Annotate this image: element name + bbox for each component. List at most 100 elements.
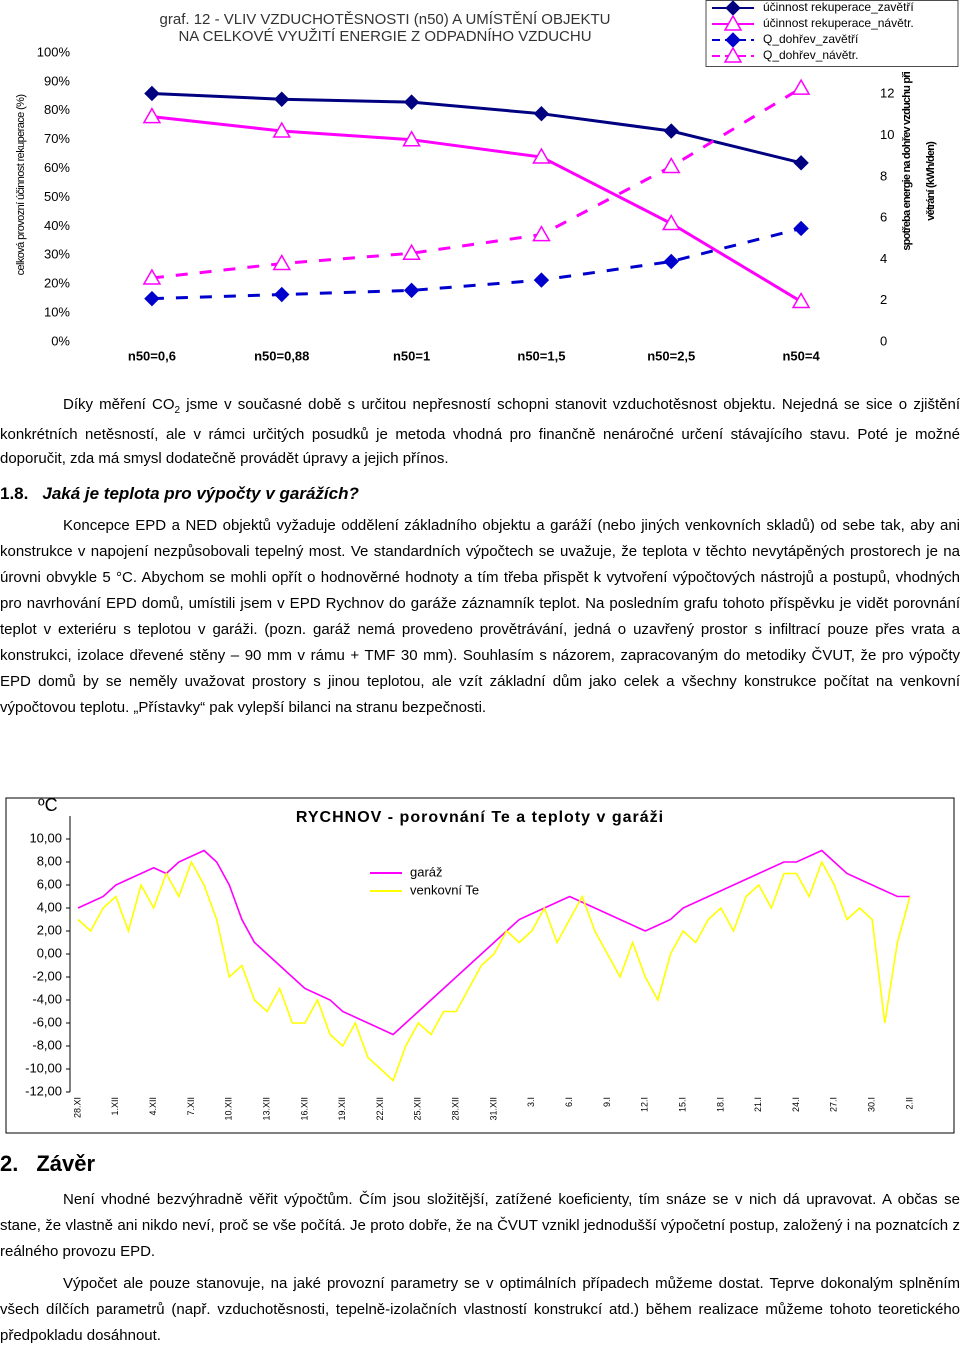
x-tick-label: n50=1 bbox=[393, 348, 430, 363]
text: jsme v současné době s určitou nepřesnos… bbox=[0, 396, 960, 467]
y2-tick-label: 8 bbox=[880, 168, 887, 183]
x-tick-label: n50=0,6 bbox=[128, 348, 176, 363]
y2-tick-label: 2 bbox=[880, 292, 887, 307]
series-line bbox=[151, 115, 802, 303]
legend-label: účinnost rekuperace_návětr. bbox=[763, 16, 914, 30]
series-line bbox=[151, 227, 802, 301]
marker bbox=[144, 85, 160, 102]
y-tick-label: 0,00 bbox=[37, 945, 62, 960]
paragraph: Výpočet ale pouze stanovuje, na jaké pro… bbox=[0, 1275, 960, 1344]
x-tick-label: 19.XII bbox=[337, 1097, 347, 1121]
legend-label: venkovní Te bbox=[410, 882, 479, 897]
y-tick-label: -2,00 bbox=[32, 968, 62, 983]
y-tick-label: 10% bbox=[44, 305, 70, 320]
legend-label: Q_dohřev_návětr. bbox=[763, 48, 858, 62]
marker bbox=[274, 286, 290, 303]
x-tick-label: n50=0,88 bbox=[254, 348, 309, 363]
y2-axis-label: spotřeba energie na dohřev vzduchu při bbox=[901, 71, 913, 250]
chart-title: NA CELKOVÉ VYUŽITÍ ENERGIE Z ODPADNÍHO V… bbox=[178, 28, 591, 45]
subscript: 2 bbox=[174, 405, 181, 416]
heading-title: Jaká je teplota pro výpočty v garážích? bbox=[42, 484, 359, 503]
y-axis-label: celková provozní účinnost rekuperace (%) bbox=[15, 95, 27, 276]
y2-tick-label: 0 bbox=[880, 333, 887, 348]
y-tick-label: 4,00 bbox=[37, 899, 62, 914]
chart-temperature: RYCHNOV - porovnání Te a teploty v garáž… bbox=[5, 795, 955, 1134]
x-tick-label: 30.I bbox=[867, 1097, 877, 1112]
x-tick-label: 6.I bbox=[564, 1097, 574, 1107]
heading-title: Závěr bbox=[36, 1151, 96, 1176]
y-tick-label: -4,00 bbox=[32, 991, 62, 1006]
x-tick-label: n50=2,5 bbox=[647, 348, 695, 363]
x-tick-label: n50=4 bbox=[782, 348, 820, 363]
y-tick-label: 40% bbox=[44, 218, 70, 233]
marker bbox=[402, 130, 421, 147]
marker bbox=[403, 282, 420, 299]
chart-title: RYCHNOV - porovnání Te a teploty v garáž… bbox=[296, 809, 664, 826]
y-tick-label: 30% bbox=[44, 247, 70, 262]
x-tick-label: 18.I bbox=[715, 1097, 725, 1112]
marker bbox=[272, 121, 292, 138]
x-tick-label: 2.II bbox=[904, 1097, 914, 1110]
legend-label: garáž bbox=[410, 864, 443, 879]
y2-axis-label: větrání (kWh/den) bbox=[925, 141, 937, 221]
x-tick-label: 15.I bbox=[677, 1097, 687, 1112]
marker bbox=[791, 292, 811, 309]
marker bbox=[793, 220, 809, 237]
x-tick-label: 10.XII bbox=[224, 1097, 234, 1121]
marker bbox=[144, 290, 160, 307]
x-tick-label: 21.I bbox=[753, 1097, 763, 1112]
marker bbox=[791, 78, 811, 95]
x-tick-label: 1.XII bbox=[110, 1097, 120, 1116]
chart-title: graf. 12 - VLIV VZDUCHOTĚSNOSTI (n50) A … bbox=[160, 11, 611, 28]
y-axis-label: ºC bbox=[38, 795, 58, 815]
x-tick-label: 4.XII bbox=[148, 1097, 158, 1116]
legend-label: účinnost rekuperace_zavětří bbox=[763, 0, 914, 14]
marker bbox=[532, 225, 551, 242]
x-tick-label: 28.XII bbox=[451, 1097, 461, 1121]
chart-efficiency: graf. 12 - VLIV VZDUCHOTĚSNOSTI (n50) A … bbox=[15, 0, 959, 363]
x-tick-label: 13.XII bbox=[261, 1097, 271, 1121]
y-tick-label: -6,00 bbox=[32, 1014, 62, 1029]
legend-box bbox=[705, 0, 959, 67]
heading-number: 1.8. bbox=[0, 484, 29, 503]
text: Díky měření CO bbox=[63, 396, 175, 413]
marker bbox=[142, 268, 162, 285]
chart-frame bbox=[5, 797, 955, 1134]
x-tick-label: 27.I bbox=[829, 1097, 839, 1112]
x-tick-label: 24.I bbox=[791, 1097, 801, 1112]
paragraph: Není vhodné bezvýhradně věřit výpočtům. … bbox=[0, 1191, 960, 1260]
marker bbox=[533, 105, 550, 122]
y-tick-label: -10,00 bbox=[25, 1060, 62, 1075]
x-tick-label: 25.XII bbox=[413, 1097, 423, 1121]
series-line bbox=[77, 849, 910, 1036]
marker bbox=[663, 123, 679, 139]
marker bbox=[403, 94, 420, 110]
y-tick-label: 60% bbox=[44, 160, 70, 175]
heading: 1.8. Jaká je teplota pro výpočty v garáží… bbox=[0, 484, 359, 504]
y-tick-label: -8,00 bbox=[32, 1037, 62, 1052]
legend-marker bbox=[723, 14, 743, 31]
y-tick-label: 10,00 bbox=[29, 830, 62, 845]
series-line bbox=[77, 860, 911, 1082]
series-line bbox=[151, 91, 802, 165]
y-tick-label: 90% bbox=[44, 73, 70, 88]
heading-number: 2. bbox=[0, 1151, 19, 1176]
y-tick-label: 80% bbox=[44, 102, 70, 117]
y-tick-label: 70% bbox=[44, 131, 70, 146]
series-line bbox=[151, 86, 802, 280]
x-tick-label: 9.I bbox=[602, 1097, 612, 1107]
x-tick-label: 3.I bbox=[526, 1097, 536, 1107]
marker bbox=[661, 213, 681, 231]
x-tick-label: 22.XII bbox=[375, 1097, 385, 1121]
marker bbox=[663, 253, 679, 270]
y-tick-label: 100% bbox=[37, 44, 71, 59]
marker bbox=[272, 254, 292, 271]
y2-tick-label: 10 bbox=[880, 127, 894, 142]
marker bbox=[793, 155, 809, 171]
x-tick-label: n50=1,5 bbox=[517, 348, 565, 363]
heading: 2. Závěr bbox=[0, 1151, 95, 1177]
y2-tick-label: 6 bbox=[880, 210, 887, 225]
y2-tick-label: 4 bbox=[880, 251, 887, 266]
x-tick-label: 16.XII bbox=[299, 1097, 309, 1121]
